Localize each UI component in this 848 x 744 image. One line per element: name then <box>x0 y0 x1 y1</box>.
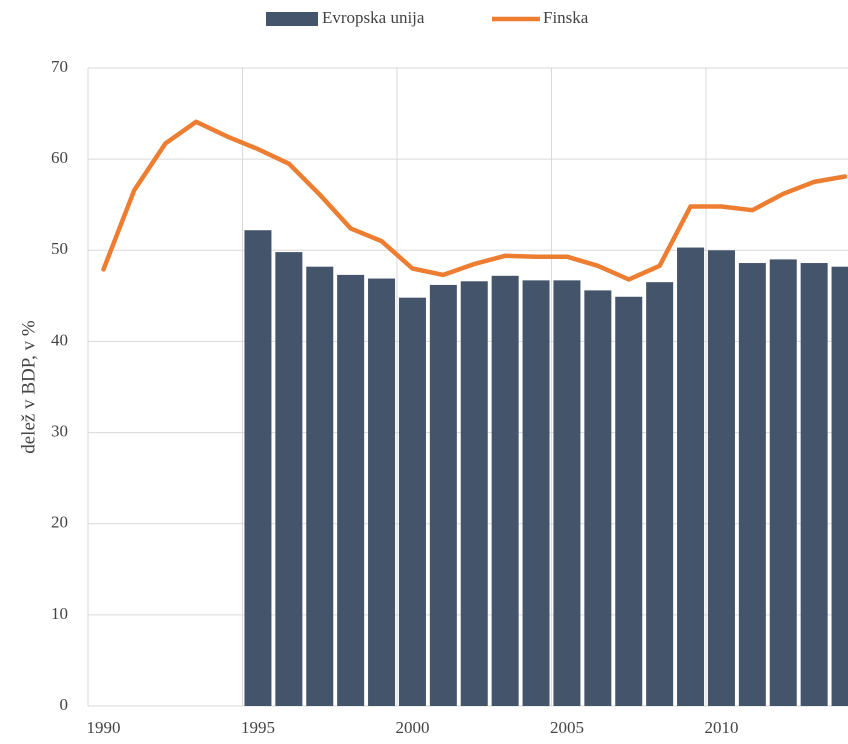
y-tick-label: 30 <box>51 421 68 440</box>
y-tick-label: 10 <box>51 604 68 623</box>
bar <box>275 252 303 706</box>
bar <box>491 275 519 706</box>
bar <box>460 281 488 706</box>
x-tick-label: 2000 <box>395 718 429 737</box>
y-tick-label: 50 <box>51 239 68 258</box>
bar <box>615 296 643 706</box>
bar <box>646 282 674 706</box>
bar <box>337 274 365 706</box>
plot <box>87 67 848 707</box>
bar <box>800 263 828 706</box>
bar <box>769 259 797 706</box>
x-tick-label: 2005 <box>550 718 584 737</box>
y-tick-label: 20 <box>51 513 68 532</box>
y-tick-label: 40 <box>51 330 68 349</box>
bar <box>398 297 426 706</box>
y-tick-label: 60 <box>51 148 68 167</box>
legend-swatch <box>266 12 318 26</box>
x-tick-label: 2010 <box>704 718 738 737</box>
bar <box>244 230 272 706</box>
y-tick-label: 0 <box>60 695 69 714</box>
bar <box>522 280 550 706</box>
y-axis-label: delež v BDP, v % <box>18 320 39 454</box>
bar <box>831 266 848 706</box>
x-tick-label: 1990 <box>86 718 120 737</box>
line <box>101 119 848 282</box>
bar <box>738 263 766 706</box>
x-tick-label: 1995 <box>241 718 275 737</box>
y-tick-label: 70 <box>51 57 68 76</box>
bar <box>584 290 612 706</box>
bar <box>306 266 334 706</box>
bar <box>707 250 735 707</box>
bar <box>368 278 396 706</box>
legend-label: Evropska unija <box>322 8 425 27</box>
bar <box>429 284 457 706</box>
legend-label: Finska <box>543 8 589 27</box>
bar <box>677 247 705 706</box>
bar <box>553 280 581 706</box>
